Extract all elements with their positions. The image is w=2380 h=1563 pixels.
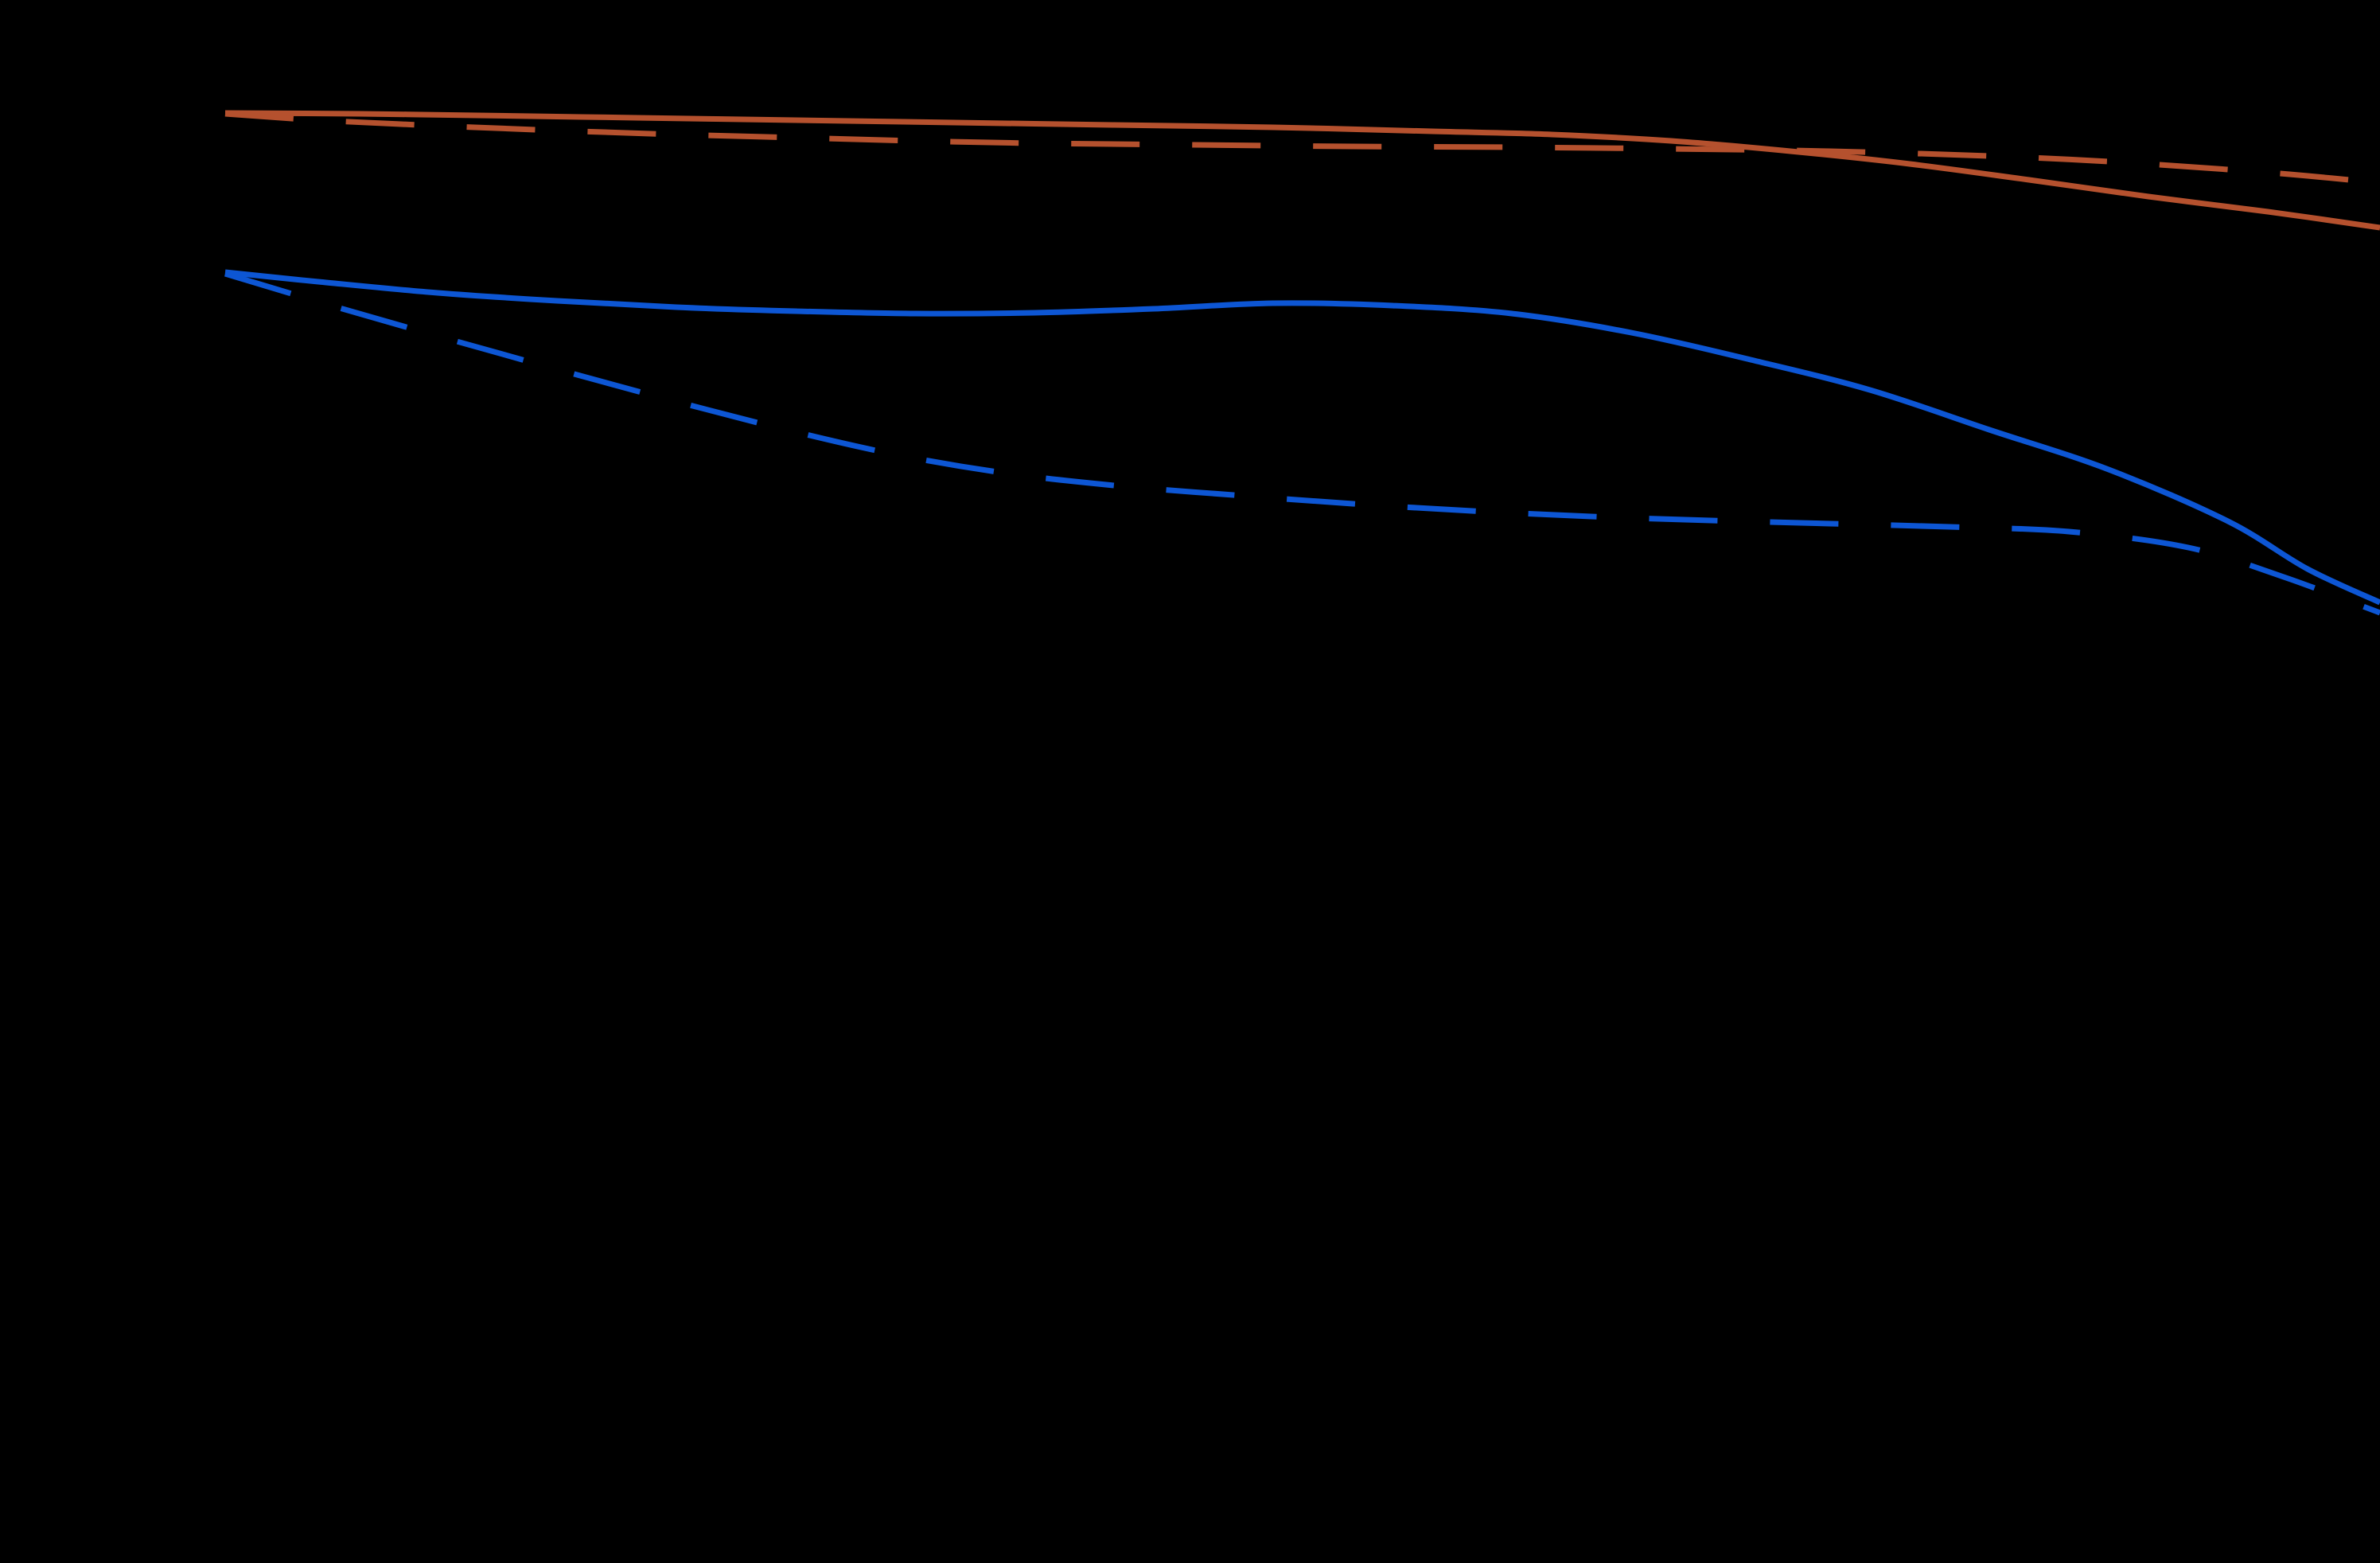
- blue-solid-line: [224, 269, 2380, 606]
- orange-dashed-line: [224, 111, 2380, 186]
- orange-solid-line: [224, 110, 2380, 231]
- blue-dashed-line: [224, 271, 2380, 616]
